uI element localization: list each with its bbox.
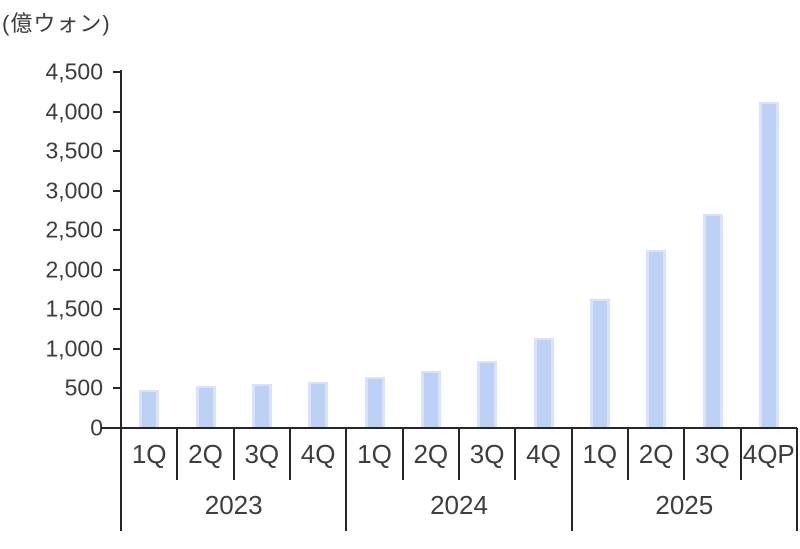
bar-3q-2025 [702,214,723,428]
y-tick-label: 1,000 [45,335,103,362]
y-axis-labels: 0 500 1,000 1,500 2,000 2,500 3,000 3,500 4,000 4… [0,59,103,441]
bar-2q-2024 [420,371,441,428]
quarter-label: 4Q [300,438,336,469]
x-quarter-cell-3q-2023: 3Q [235,428,291,480]
quarter-label: 1Q [582,438,618,469]
x-quarter-cell-2q-2024: 2Q [404,428,460,480]
x-quarter-cell-2q-2025: 2Q [629,428,686,480]
y-axis-line [120,70,122,531]
quarter-label: 3Q [469,438,505,469]
quarter-label: 3Q [695,438,730,469]
x-year-cell-2023: 2023 [120,480,348,531]
year-label-row: 2023 2024 2025 [120,480,798,531]
quarter-label: 3Q [244,438,280,469]
plot-area [121,72,797,428]
x-quarter-cell-4q-2023: 4Q [291,428,348,480]
quarter-label: 2Q [638,438,674,469]
y-tick-label: 4,000 [45,98,103,125]
bar-4qp-2025 [758,102,779,428]
x-axis-line [101,427,797,429]
y-tick-label: 500 [64,374,103,401]
bar-1q-2025 [589,299,610,428]
x-year-cell-2024: 2024 [347,480,573,531]
quarter-label: 2Q [413,438,449,469]
y-tick-label: 0 [90,414,103,441]
x-quarter-cell-1q-2024: 1Q [347,428,404,480]
quarter-label: 2Q [188,438,223,469]
bar-2q-2025 [646,250,667,428]
y-tick-label: 4,500 [45,58,103,85]
y-tick-label: 3,000 [45,177,103,204]
bar-1q-2024 [364,377,385,428]
bar-1q-2023 [139,390,160,428]
x-year-cell-2025: 2025 [573,480,798,531]
y-tick-label: 1,500 [45,295,103,322]
y-tick-label: 3,500 [45,137,103,164]
quarter-label: 4Q [526,438,561,469]
y-tick-mark [113,387,121,390]
year-label: 2023 [204,490,263,520]
y-tick-mark [113,71,121,73]
y-tick-mark [113,308,121,311]
x-quarter-cell-1q-2023: 1Q [120,428,179,480]
x-quarter-cell-1q-2025: 1Q [573,428,629,480]
y-tick-mark [113,110,121,113]
y-axis-unit-label: (億ウォン) [2,11,111,36]
quarter-label-row: 1Q 2Q 3Q 4Q 1Q 2Q 3Q 4Q 1Q 2Q 3Q 4QP [120,428,798,480]
y-tick-label: 2,000 [45,256,103,283]
y-tick-mark [113,268,121,271]
quarter-label: 4QP [742,438,795,469]
x-quarter-cell-4q-2024: 4Q [516,428,573,480]
year-label: 2024 [430,490,488,520]
year-label: 2025 [655,490,714,520]
bar-2q-2023 [195,386,216,428]
bar-4q-2024 [533,338,554,428]
bar-3q-2024 [477,361,498,428]
quarter-label: 1Q [357,438,392,469]
y-tick-mark [113,347,121,350]
x-quarter-cell-2q-2023: 2Q [178,428,235,480]
x-quarter-cell-3q-2024: 3Q [460,428,517,480]
y-tick-label: 2,500 [45,216,103,243]
quarter-label: 1Q [131,438,167,469]
y-tick-mark [113,150,121,153]
y-tick-mark [113,229,121,232]
x-quarter-cell-4qp-2025: 4QP [742,428,798,480]
bar-3q-2023 [251,384,272,428]
x-axis-category-table: 1Q 2Q 3Q 4Q 1Q 2Q 3Q 4Q 1Q 2Q 3Q 4QP 2023 2024 2025 [120,428,798,531]
bar-4q-2023 [308,382,329,428]
y-tick-mark [113,189,121,192]
x-quarter-cell-3q-2025: 3Q [685,428,742,480]
